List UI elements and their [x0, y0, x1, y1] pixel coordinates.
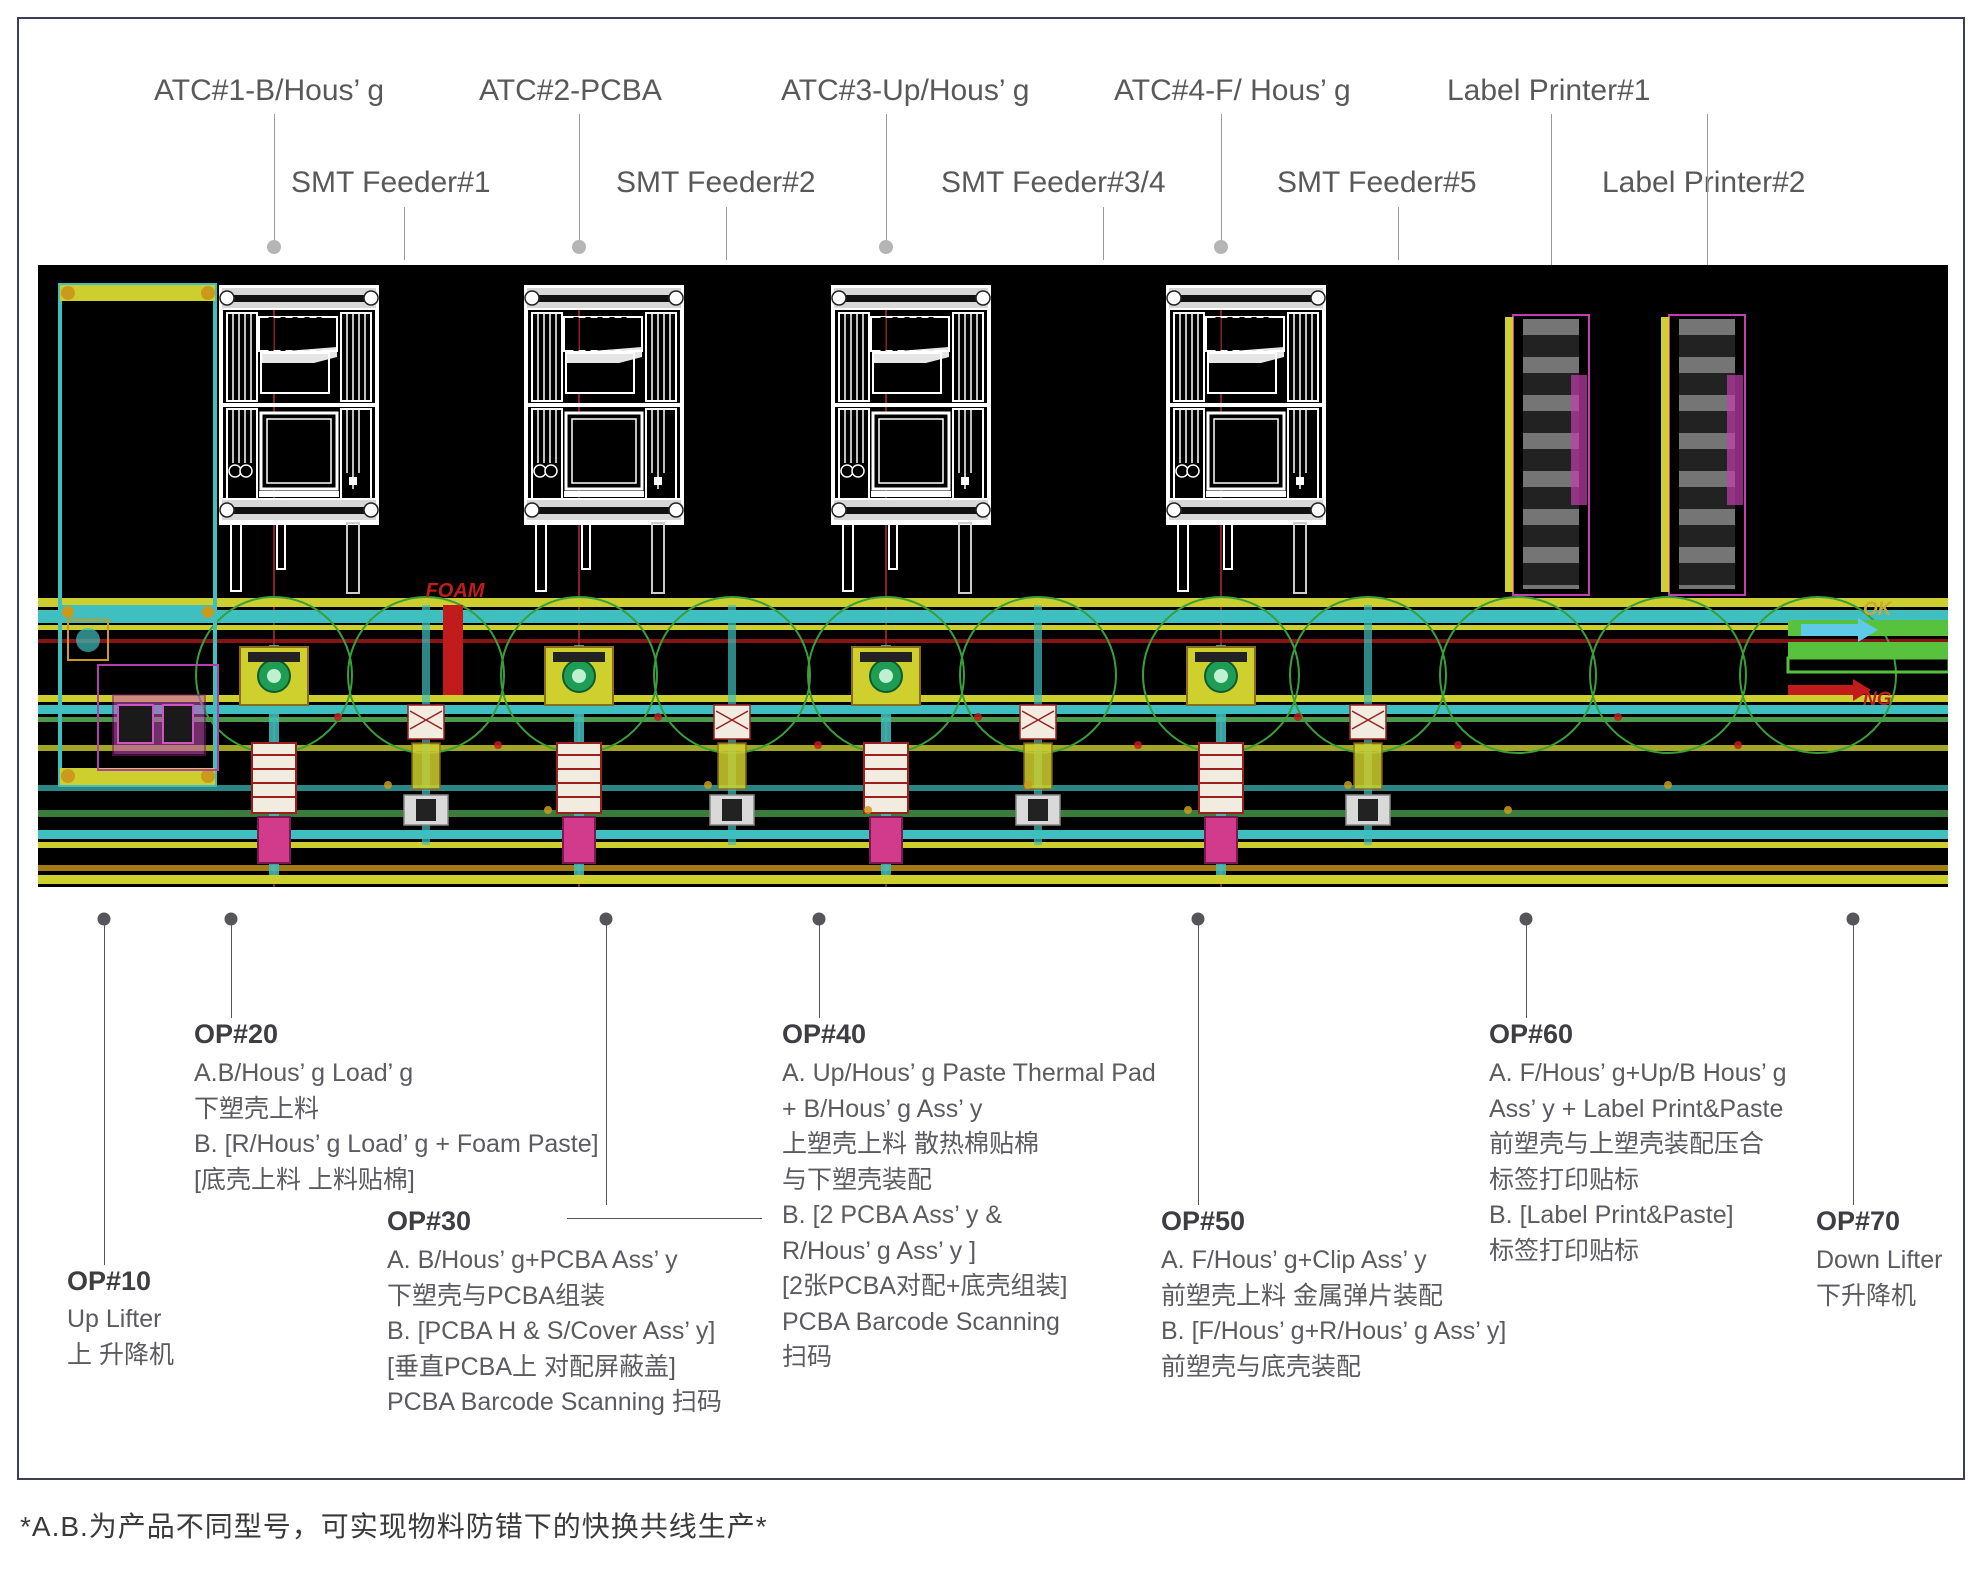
svg-text:FOAM: FOAM — [426, 580, 486, 602]
svg-text:OK: OK — [1863, 599, 1893, 620]
